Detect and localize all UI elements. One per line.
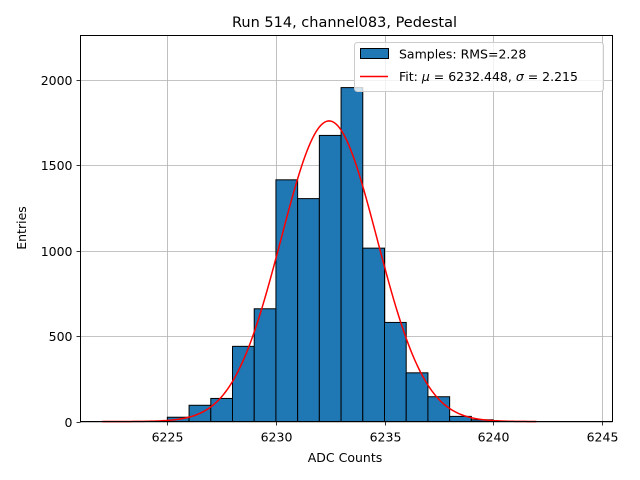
fit-curve-layer: [102, 120, 537, 423]
x-tick-label: 6225: [152, 430, 184, 445]
legend-swatch-samples: [360, 48, 389, 59]
histogram-bars: [166, 87, 494, 423]
legend: Samples: RMS=2.28 Fit: μ = 6232.448, σ =…: [354, 42, 604, 92]
legend-label-fit: Fit: μ = 6232.448, σ = 2.215: [399, 69, 578, 84]
legend-box: [354, 42, 604, 92]
y-tick-label: 2000: [41, 73, 73, 88]
histogram-bar: [340, 87, 364, 422]
x-tick-label: 6240: [478, 430, 510, 445]
histogram-bar: [318, 134, 342, 422]
histogram-bar: [232, 345, 255, 422]
y-tick-label: 0: [65, 415, 73, 430]
chart-title: Run 514, channel083, Pedestal: [232, 15, 457, 31]
legend-label-samples: Samples: RMS=2.28: [399, 47, 526, 62]
histogram-bar: [297, 198, 320, 422]
histogram-bar: [384, 321, 407, 422]
y-axis-ticks: 0 500 1000 1500 2000: [41, 73, 81, 430]
x-axis-label: ADC Counts: [308, 450, 383, 465]
histogram-bar: [427, 396, 451, 423]
fit-curve: [102, 120, 537, 423]
x-tick-label: 6245: [587, 430, 619, 445]
x-tick-label: 6235: [370, 430, 402, 445]
plot-frame: [80, 35, 613, 422]
x-tick-label: 6230: [261, 430, 293, 445]
y-tick-label: 1000: [41, 244, 73, 259]
histogram-bar: [253, 308, 277, 422]
y-axis-label: Entries: [14, 206, 29, 250]
histogram-bar: [210, 397, 234, 422]
x-axis-ticks: 6225 6230 6235 6240 6245: [152, 421, 619, 445]
histogram-bar: [362, 247, 385, 422]
y-tick-label: 1500: [41, 158, 73, 173]
y-tick-label: 500: [49, 329, 73, 344]
